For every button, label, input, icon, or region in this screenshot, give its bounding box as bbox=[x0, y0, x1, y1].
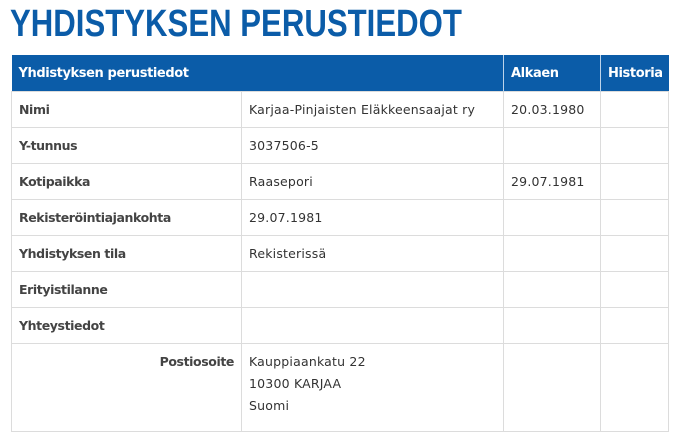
table-row: Y-tunnus 3037506-5 bbox=[11, 127, 670, 164]
address-label: Postiosoite bbox=[11, 343, 242, 432]
row-historia bbox=[600, 163, 670, 200]
header-alkaen: Alkaen bbox=[503, 55, 602, 92]
page-title: YHDISTYKSEN PERUSTIEDOT bbox=[10, 3, 462, 45]
row-value: 3037506-5 bbox=[240, 127, 505, 164]
row-historia bbox=[600, 91, 670, 128]
address-line: 10300 KARJAA bbox=[249, 376, 342, 391]
table-header-row: Yhdistyksen perustiedot Alkaen Historia bbox=[11, 55, 669, 92]
row-label: Y-tunnus bbox=[11, 127, 242, 164]
row-label: Yhteystiedot bbox=[11, 307, 242, 344]
row-historia bbox=[600, 271, 670, 308]
basic-info-table: Yhdistyksen perustiedot Alkaen Historia … bbox=[11, 55, 670, 432]
row-value bbox=[240, 307, 505, 344]
row-alkaen: 20.03.1980 bbox=[503, 91, 602, 128]
row-label: Nimi bbox=[11, 91, 242, 128]
row-alkaen bbox=[503, 307, 602, 344]
row-historia bbox=[600, 343, 670, 432]
table-row: Yhteystiedot bbox=[11, 307, 670, 344]
row-alkaen bbox=[503, 199, 602, 236]
row-label: Rekisteröintiajankohta bbox=[11, 199, 242, 236]
row-label: Kotipaikka bbox=[11, 163, 242, 200]
row-value: 29.07.1981 bbox=[240, 199, 505, 236]
row-historia bbox=[600, 235, 670, 272]
row-value: Karjaa-Pinjaisten Eläkkeensaajat ry bbox=[240, 91, 505, 128]
table-row: Yhdistyksen tila Rekisterissä bbox=[11, 235, 670, 272]
address-line: Suomi bbox=[249, 398, 290, 413]
table-row: Erityistilanne bbox=[11, 271, 670, 308]
row-value: Rekisterissä bbox=[240, 235, 505, 272]
header-basic-info: Yhdistyksen perustiedot bbox=[11, 55, 505, 92]
row-alkaen: 29.07.1981 bbox=[503, 163, 602, 200]
address-line: Kauppiaankatu 22 bbox=[249, 354, 366, 369]
address-value: Kauppiaankatu 22 10300 KARJAA Suomi bbox=[240, 343, 505, 432]
table-row: Kotipaikka Raasepori 29.07.1981 bbox=[11, 163, 670, 200]
row-historia bbox=[600, 199, 670, 236]
header-historia: Historia bbox=[600, 55, 669, 92]
row-alkaen bbox=[503, 235, 602, 272]
row-label: Erityistilanne bbox=[11, 271, 242, 308]
row-alkaen bbox=[503, 271, 602, 308]
row-alkaen bbox=[503, 343, 602, 432]
row-value bbox=[240, 271, 505, 308]
row-alkaen bbox=[503, 127, 602, 164]
row-value: Raasepori bbox=[240, 163, 505, 200]
address-row: Postiosoite Kauppiaankatu 22 10300 KARJAA S… bbox=[11, 343, 670, 432]
row-label: Yhdistyksen tila bbox=[11, 235, 242, 272]
row-historia bbox=[600, 127, 670, 164]
table-row: Nimi Karjaa-Pinjaisten Eläkkeensaajat ry 2… bbox=[11, 91, 670, 128]
table-row: Rekisteröintiajankohta 29.07.1981 bbox=[11, 199, 670, 236]
row-historia bbox=[600, 307, 670, 344]
